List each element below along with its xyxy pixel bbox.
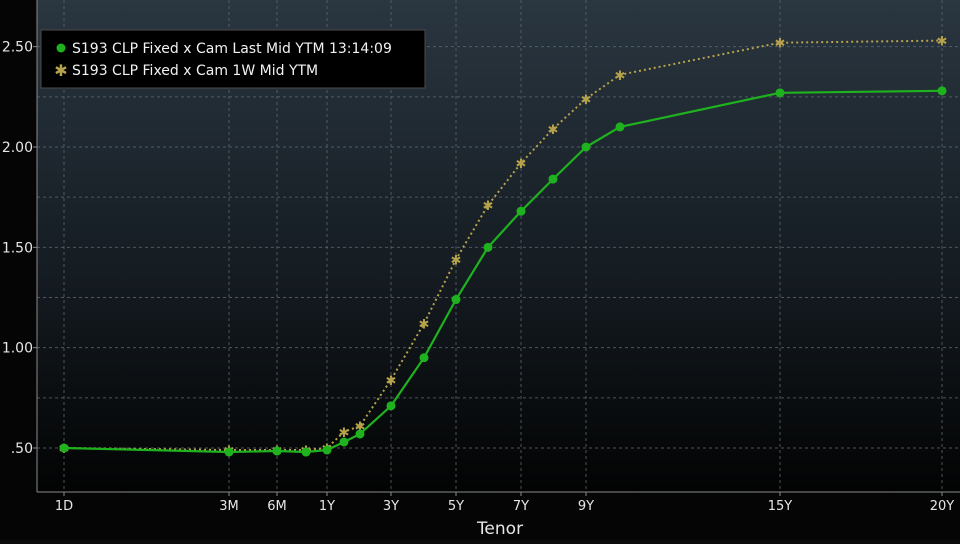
legend: S193 CLP Fixed x Cam Last Mid YTM 13:14:… (40, 29, 426, 89)
y-tick-label: 1.50 (2, 240, 33, 256)
data-point-last-mid (775, 88, 785, 98)
y-tick-label: 2.50 (2, 40, 33, 56)
data-point-last-mid (516, 206, 526, 216)
data-point-1w-mid: ✱ (581, 93, 592, 108)
x-tick-label: 6M (267, 499, 287, 514)
data-point-last-mid (59, 443, 69, 453)
data-point-last-mid (483, 242, 493, 252)
data-point-1w-mid: ✱ (548, 123, 559, 138)
x-tick-label: 1Y (319, 499, 335, 514)
grid-layer (37, 0, 960, 492)
data-point-1w-mid: ✱ (615, 69, 626, 84)
x-tick-label: 3M (219, 499, 239, 514)
legend-label-last-mid: S193 CLP Fixed x Cam Last Mid YTM 13:14:… (72, 41, 392, 57)
x-tick-label: 5Y (448, 499, 464, 514)
data-point-1w-mid: ✱ (339, 426, 350, 441)
legend-marker-last-mid (56, 43, 66, 53)
data-point-last-mid (451, 295, 461, 305)
data-point-last-mid (548, 174, 558, 184)
series-layer: ✱✱✱✱✱✱✱✱✱✱✱✱✱✱✱✱✱ (59, 35, 948, 459)
legend-box (40, 29, 426, 89)
x-tick-labels: 1D 3M 6M 1Y 3Y 5Y 7Y 9Y 15Y 20Y (55, 492, 954, 514)
x-tick-label: 1D (55, 499, 73, 514)
data-point-1w-mid: ✱ (355, 420, 366, 435)
x-tick-label: 15Y (768, 499, 793, 514)
data-point-last-mid (581, 142, 591, 152)
data-point-last-mid (937, 86, 947, 96)
data-point-last-mid (272, 446, 282, 456)
y-tick-labels: .50 1.00 1.50 2.00 2.50 (2, 40, 37, 457)
data-point-1w-mid: ✱ (483, 199, 494, 214)
data-point-1w-mid: ✱ (386, 374, 397, 389)
data-point-last-mid (322, 445, 332, 455)
y-tick-label: 1.00 (2, 341, 33, 357)
y-tick-label: .50 (11, 441, 33, 457)
x-tick-label: 7Y (513, 499, 529, 514)
x-axis-title: Tenor (476, 519, 523, 539)
data-point-last-mid (355, 429, 365, 439)
data-point-1w-mid: ✱ (516, 157, 527, 172)
data-point-last-mid (615, 122, 625, 132)
data-point-1w-mid: ✱ (775, 37, 786, 52)
data-point-last-mid (224, 447, 234, 457)
data-point-last-mid (386, 401, 396, 411)
x-tick-label: 20Y (930, 499, 955, 514)
legend-label-1w-mid: S193 CLP Fixed x Cam 1W Mid YTM (72, 63, 318, 79)
axis-layer (36, 0, 960, 493)
data-point-1w-mid: ✱ (451, 253, 462, 268)
data-point-last-mid (301, 447, 311, 457)
x-tick-label: 3Y (383, 499, 399, 514)
y-tick-label: 2.00 (2, 140, 33, 156)
data-point-1w-mid: ✱ (937, 35, 948, 50)
legend-marker-1w-mid: ✱ (54, 61, 67, 80)
data-point-last-mid (419, 353, 429, 363)
data-point-1w-mid: ✱ (419, 318, 430, 333)
data-point-last-mid (339, 437, 349, 447)
x-tick-label: 9Y (578, 499, 594, 514)
